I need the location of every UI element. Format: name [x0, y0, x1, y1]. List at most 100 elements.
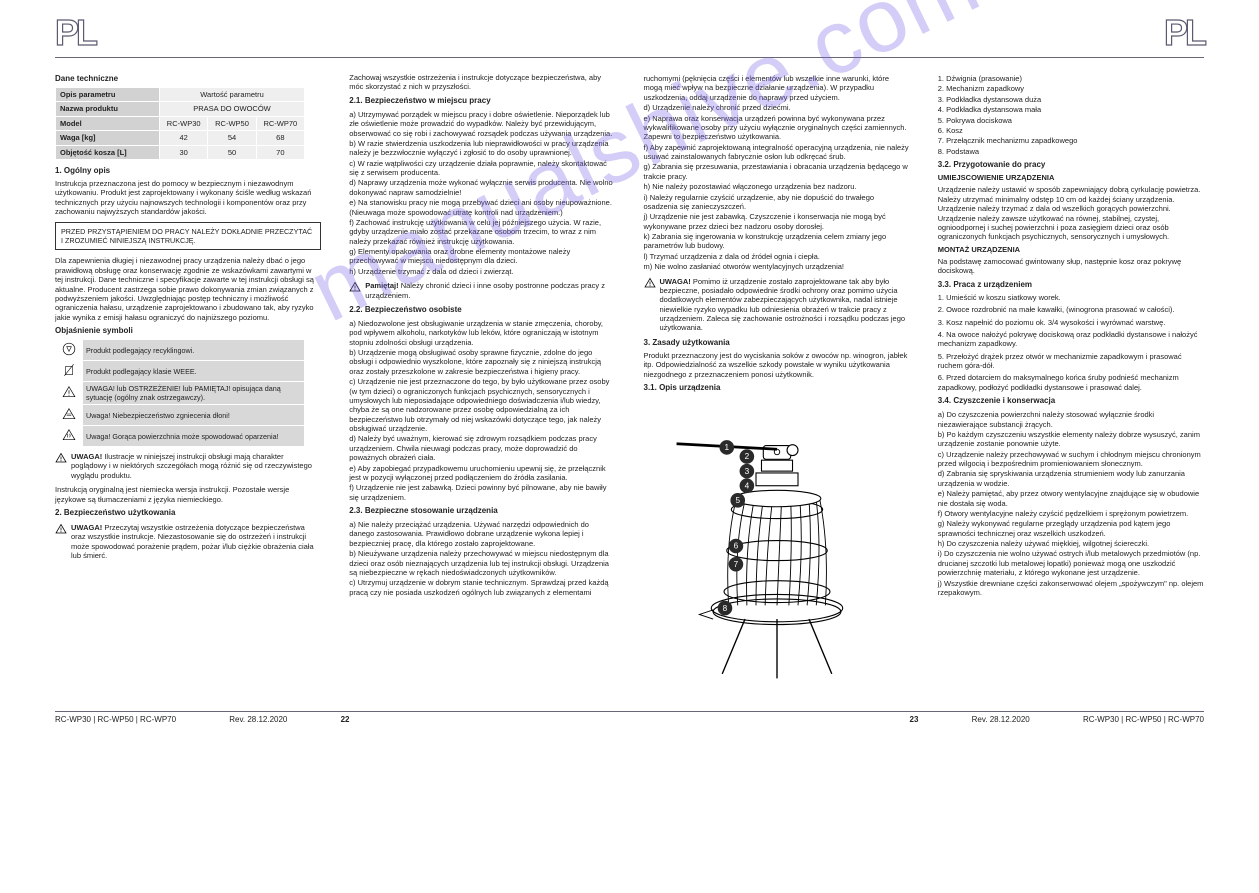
list-item: b) Nieużywane urządzenia należy przechow… [349, 549, 615, 577]
press-svg: 1 2 3 4 5 6 7 8 [672, 401, 882, 691]
clean-list: a) Do czyszczenia powierzchni należy sto… [938, 410, 1204, 597]
col-2: Zachowaj wszystkie ostrzeżenia i instruk… [349, 70, 615, 693]
svg-text:3: 3 [744, 467, 749, 476]
safety-title: 2. Bezpieczeństwo użytkowania [55, 508, 321, 518]
list-item: h) Urządzenie trzymać z dala od dzieci i… [349, 267, 615, 276]
spec-val: RC-WP70 [256, 116, 304, 130]
list-item: f) Otwory wentylacyjne należy czyścić pę… [938, 509, 1204, 518]
uwaga-text: UWAGA! Przeczytaj wszystkie ostrzeżenia … [71, 523, 321, 561]
careful-title: 2.3. Bezpieczne stosowanie urządzenia [349, 506, 615, 516]
list-item: e) Na stanowisku pracy nie mogą przebywa… [349, 198, 615, 217]
footer-page-left: 22 [341, 715, 350, 725]
uwaga-text: UWAGA! Pomimo iż urządzenie zostało zapr… [660, 277, 910, 333]
desc-title: 3.1. Opis urządzenia [644, 383, 910, 393]
personal-title: 2.2. Bezpieczeństwo osobiste [349, 305, 615, 315]
tech-title: Dane techniczne [55, 74, 321, 84]
list-item: d) Należy być uważnym, kierować się zdro… [349, 434, 615, 462]
symbols-table: Produkt podlegający recyklingowi. Produk… [55, 339, 305, 447]
list-item: f) Aby zapewnić zaprojektowaną integraln… [644, 143, 910, 162]
prep-p1: Urządzenie należy ustawić w sposób zapew… [938, 185, 1204, 241]
list-item: d) Naprawy urządzenia może wykonać wyłąc… [349, 178, 615, 197]
spec-key: Model [56, 116, 160, 130]
list-item: e) Aby zapobiegać przypadkowemu uruchomi… [349, 464, 615, 483]
sym-text: Uwaga! Niebezpieczeństwo zgniecenia dłon… [83, 405, 305, 426]
list-item: Przełącznik mechanizmu zapadkowego [938, 136, 1204, 145]
col-4: Dźwignia (prasowanie) Mechanizm zapadkow… [938, 70, 1204, 693]
spec-val: PRASA DO OWOCÓW [160, 102, 305, 116]
warn-icon [55, 452, 67, 466]
uwaga-4: UWAGA! Pomimo iż urządzenie zostało zapr… [644, 277, 910, 333]
spec-val: 42 [160, 131, 208, 145]
footer-prod-right: RC-WP30 | RC-WP50 | RC-WP70 [1083, 715, 1204, 725]
spec-key: Opis parametru [56, 88, 160, 102]
list-item: i) Należy regularnie czyścić urządzenie,… [644, 193, 910, 212]
uwaga-label: UWAGA! [71, 452, 102, 461]
spec-val: 50 [208, 145, 256, 159]
spec-val: 70 [256, 145, 304, 159]
uwaga-label: UWAGA! [71, 523, 102, 532]
spec-val: RC-WP30 [160, 116, 208, 130]
table-row: Produkt podlegający recyklingowi. [56, 340, 305, 361]
work-p1: 1. Umieścić w koszu siatkowy worek. [938, 293, 1204, 302]
list-item: e) Naprawa oraz konserwacja urządzeń pow… [644, 114, 910, 142]
overview-p2: Dla zapewnienia długiej i niezawodnej pr… [55, 256, 321, 322]
list-item: d) Zabrania się spryskiwania urządzenia … [938, 469, 1204, 488]
work-title: 3.3. Praca z urządzeniem [938, 280, 1204, 290]
footer-page-right: 23 [910, 715, 919, 725]
list-item: e) Należy pamiętać, aby przez otwory wen… [938, 489, 1204, 508]
warn-icon [55, 523, 67, 537]
page: manualshive.com PL PL Dane techniczne Op… [0, 0, 1259, 745]
svg-text:5: 5 [735, 496, 740, 505]
list-item: Podkładka dystansowa mała [938, 105, 1204, 114]
uwaga-body: Należy chronić dzieci i inne osoby postr… [365, 281, 605, 299]
table-row: Model RC-WP30 RC-WP50 RC-WP70 [56, 116, 305, 130]
footer-prod-left: RC-WP30 | RC-WP50 | RC-WP70 [55, 715, 176, 725]
workplace-list: a) Utrzymywać porządek w miejscu pracy i… [349, 110, 615, 276]
columns: Dane techniczne Opis parametru Wartość p… [55, 70, 1204, 693]
list-item: b) Po każdym czyszczeniu wszystkie eleme… [938, 430, 1204, 449]
recycle-icon [56, 340, 83, 361]
use-title: 3. Zasady użytkowania [644, 338, 910, 348]
list-item: c) Urządzenie należy przechowywać w such… [938, 450, 1204, 469]
list-item: c) Urządzenie nie jest przeznaczone do t… [349, 377, 615, 433]
prep-sub: UMIEJSCOWIENIE URZĄDZENIA [938, 173, 1204, 182]
parts-list: Dźwignia (prasowanie) Mechanizm zapadkow… [938, 74, 1204, 156]
list-item: d) Urządzenie należy chronić przed dzieć… [644, 103, 910, 112]
list-item: b) Urządzenie mogą obsługiwać osoby spra… [349, 348, 615, 376]
warn-icon [56, 382, 83, 405]
list-item: Kosz [938, 126, 1204, 135]
hot-icon [56, 426, 83, 447]
list-item: Mechanizm zapadkowy [938, 84, 1204, 93]
footer-date-right: Rev. 28.12.2020 [972, 715, 1030, 725]
list-item: j) Wszystkie drewniane części zakonserwo… [938, 579, 1204, 598]
footer: RC-WP30 | RC-WP50 | RC-WP70 Rev. 28.12.2… [55, 711, 1204, 725]
hand-icon [56, 405, 83, 426]
col-3: ruchomymi (pęknięcia części i elementów … [644, 70, 910, 693]
list-item: m) Nie wolno zasłaniać otworów wentylacy… [644, 262, 910, 271]
list-item: i) Do czyszczenia nie wolno używać ostry… [938, 549, 1204, 577]
spec-val: 30 [160, 145, 208, 159]
spec-key: Waga [kg] [56, 131, 160, 145]
workplace-title: 2.1. Bezpieczeństwo w miejscu pracy [349, 96, 615, 106]
careful-list: a) Nie należy przeciążać urządzenia. Uży… [349, 520, 615, 597]
overview-title: 1. Ogólny opis [55, 166, 321, 176]
list-item: Dźwignia (prasowanie) [938, 74, 1204, 83]
spec-table: Opis parametru Wartość parametru Nazwa p… [55, 87, 305, 160]
list-item: c) Utrzymuj urządzenie w dobrym stanie t… [349, 578, 615, 597]
prep-sub2: MONTAŻ URZĄDZENIA [938, 245, 1204, 254]
list-item: Podkładka dystansowa duża [938, 95, 1204, 104]
table-row: Nazwa produktu PRASA DO OWOCÓW [56, 102, 305, 116]
sym-text: Produkt podlegający recyklingowi. [83, 340, 305, 361]
uwaga-2: UWAGA! Przeczytaj wszystkie ostrzeżenia … [55, 523, 321, 561]
sym-text: Produkt podlegający klasie WEEE. [83, 361, 305, 382]
table-row: Opis parametru Wartość parametru [56, 88, 305, 102]
list-item: c) W razie wątpliwości czy urządzenie dz… [349, 159, 615, 178]
list-item: Podstawa [938, 147, 1204, 156]
table-row: UWAGA! lub OSTRZEŻENIE! lub PAMIĘTAJ! op… [56, 382, 305, 405]
use-p: Produkt przeznaczony jest do wyciskania … [644, 351, 910, 379]
weee-icon [56, 361, 83, 382]
careful-cont-list: ruchomymi (pęknięcia części i elementów … [644, 74, 910, 272]
table-row: Uwaga! Niebezpieczeństwo zgniecenia dłon… [56, 405, 305, 426]
lang-left: PL [55, 10, 95, 55]
work-p3: 3. Kosz napełnić do poziomu ok. 3/4 wyso… [938, 318, 1204, 327]
